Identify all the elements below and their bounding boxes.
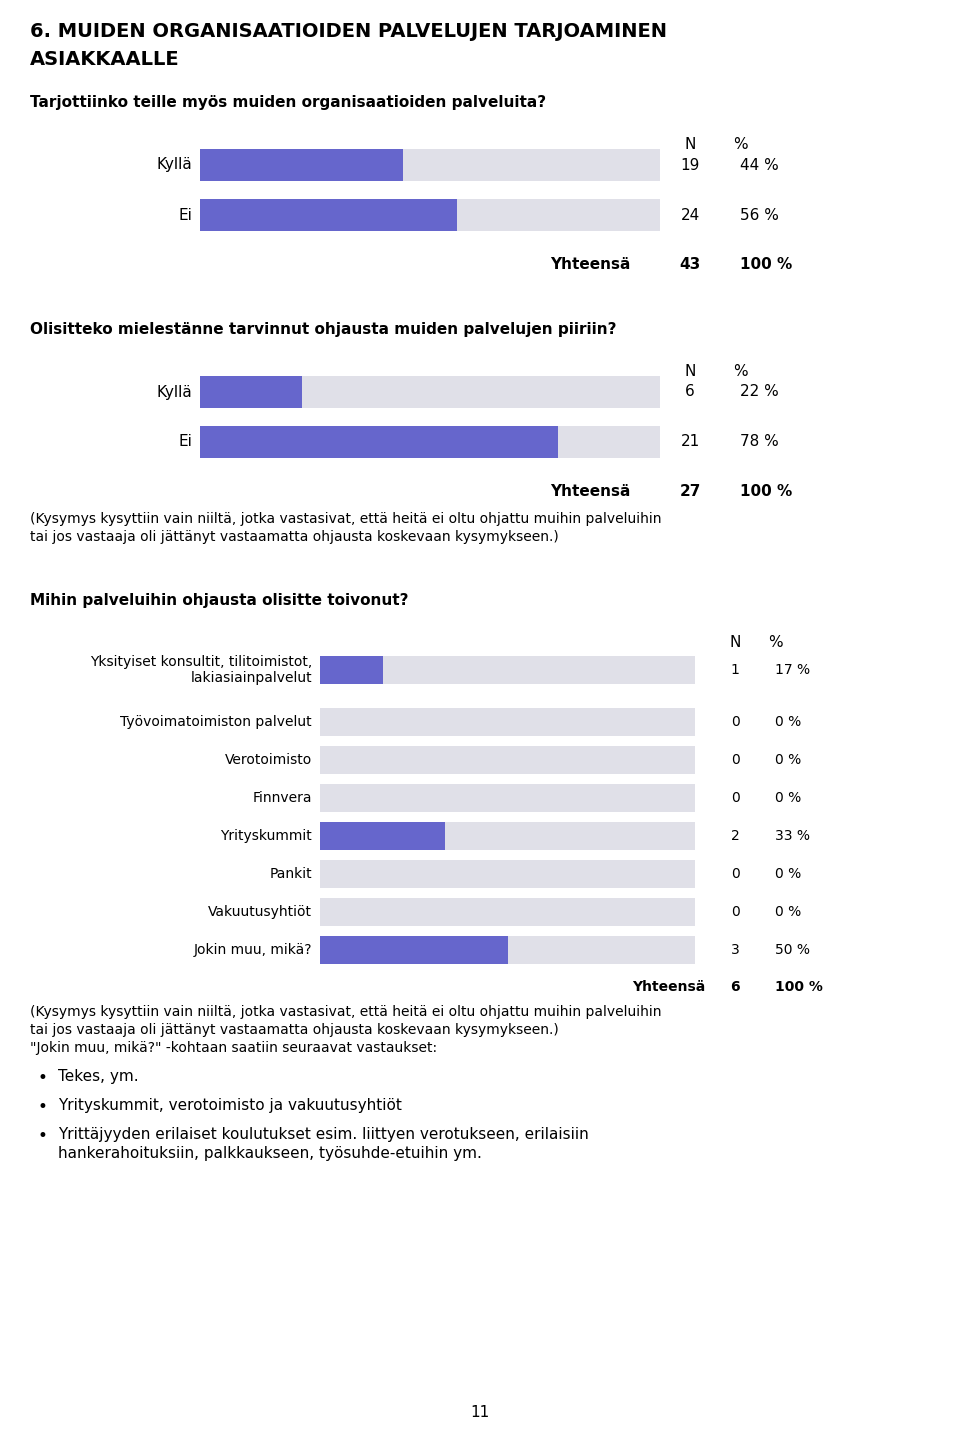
Bar — [320, 821, 445, 850]
Text: 56 %: 56 % — [740, 207, 779, 223]
Text: 6: 6 — [731, 979, 740, 994]
Text: Vakuutusyhtiöt: Vakuutusyhtiöt — [208, 905, 312, 919]
Text: Tekes, ym.: Tekes, ym. — [58, 1068, 138, 1084]
Bar — [200, 200, 660, 231]
Text: •: • — [38, 1099, 48, 1116]
Text: 1: 1 — [731, 663, 739, 676]
Text: Olisitteko mielestänne tarvinnut ohjausta muiden palvelujen piiriin?: Olisitteko mielestänne tarvinnut ohjaust… — [30, 322, 616, 337]
Text: 0 %: 0 % — [775, 752, 802, 767]
Text: 17 %: 17 % — [775, 663, 810, 676]
Text: 21: 21 — [681, 435, 700, 449]
Bar — [200, 426, 558, 458]
Text: "Jokin muu, mikä?" -kohtaan saatiin seuraavat vastaukset:: "Jokin muu, mikä?" -kohtaan saatiin seur… — [30, 1041, 437, 1055]
Text: 22 %: 22 % — [740, 385, 779, 399]
Text: ASIAKKAALLE: ASIAKKAALLE — [30, 50, 180, 69]
Text: 0 %: 0 % — [775, 867, 802, 882]
Text: Mihin palveluihin ohjausta olisitte toivonut?: Mihin palveluihin ohjausta olisitte toiv… — [30, 593, 409, 607]
Text: tai jos vastaaja oli jättänyt vastaamatta ohjausta koskevaan kysymykseen.): tai jos vastaaja oli jättänyt vastaamatt… — [30, 1022, 559, 1037]
Text: 3: 3 — [731, 943, 739, 956]
Text: %: % — [768, 635, 782, 651]
Text: N: N — [730, 635, 741, 651]
Bar — [320, 936, 508, 964]
Bar — [320, 898, 695, 926]
Text: 24: 24 — [681, 207, 700, 223]
Text: Yrityskummit, verotoimisto ja vakuutusyhtiöt: Yrityskummit, verotoimisto ja vakuutusyh… — [58, 1099, 402, 1113]
Text: Jokin muu, mikä?: Jokin muu, mikä? — [194, 943, 312, 956]
Text: Yhteensä: Yhteensä — [632, 979, 705, 994]
Bar — [320, 936, 695, 964]
Text: 50 %: 50 % — [775, 943, 810, 956]
Text: (Kysymys kysyttiin vain niiltä, jotka vastasivat, että heitä ei oltu ohjattu mui: (Kysymys kysyttiin vain niiltä, jotka va… — [30, 513, 661, 526]
Text: 0: 0 — [731, 791, 739, 806]
Text: Finnvera: Finnvera — [252, 791, 312, 806]
Text: 6: 6 — [685, 385, 695, 399]
Text: 0 %: 0 % — [775, 791, 802, 806]
Text: 33 %: 33 % — [775, 829, 810, 843]
Text: 100 %: 100 % — [740, 484, 792, 498]
Bar — [320, 656, 695, 684]
Text: Yhteensä: Yhteensä — [550, 257, 630, 271]
Text: 0: 0 — [731, 752, 739, 767]
Bar — [320, 860, 695, 887]
Text: 0 %: 0 % — [775, 905, 802, 919]
Text: Ei: Ei — [179, 207, 192, 223]
Text: Yksityiset konsultit, tilitoimistot,
lakiasiainpalvelut: Yksityiset konsultit, tilitoimistot, lak… — [89, 655, 312, 685]
Text: Työvoimatoimiston palvelut: Työvoimatoimiston palvelut — [120, 715, 312, 729]
Text: Yrittäjyyden erilaiset koulutukset esim. liittyen verotukseen, erilaisiin: Yrittäjyyden erilaiset koulutukset esim.… — [58, 1127, 588, 1142]
Bar — [320, 708, 695, 737]
Text: 0: 0 — [731, 715, 739, 729]
Text: 0 %: 0 % — [775, 715, 802, 729]
Text: 6. MUIDEN ORGANISAATIOIDEN PALVELUJEN TARJOAMINEN: 6. MUIDEN ORGANISAATIOIDEN PALVELUJEN TA… — [30, 22, 667, 42]
Text: 78 %: 78 % — [740, 435, 779, 449]
Bar — [320, 784, 695, 811]
Text: 11: 11 — [470, 1404, 490, 1420]
Text: N: N — [684, 363, 696, 379]
Text: (Kysymys kysyttiin vain niiltä, jotka vastasivat, että heitä ei oltu ohjattu mui: (Kysymys kysyttiin vain niiltä, jotka va… — [30, 1005, 661, 1020]
Text: •: • — [38, 1127, 48, 1144]
Text: %: % — [732, 363, 747, 379]
Text: 100 %: 100 % — [775, 979, 823, 994]
Bar — [200, 426, 660, 458]
Bar — [200, 149, 660, 181]
Text: 100 %: 100 % — [740, 257, 792, 271]
Bar — [200, 376, 302, 408]
Text: hankerahoituksiin, palkkaukseen, työsuhde-etuihin ym.: hankerahoituksiin, palkkaukseen, työsuhd… — [58, 1146, 482, 1160]
Bar — [320, 656, 382, 684]
Text: %: % — [732, 136, 747, 152]
Text: Kyllä: Kyllä — [156, 158, 192, 172]
Text: 0: 0 — [731, 867, 739, 882]
Text: tai jos vastaaja oli jättänyt vastaamatta ohjausta koskevaan kysymykseen.): tai jos vastaaja oli jättänyt vastaamatt… — [30, 530, 559, 544]
Text: •: • — [38, 1068, 48, 1087]
Bar — [200, 200, 457, 231]
Text: 2: 2 — [731, 829, 739, 843]
Text: 0: 0 — [731, 905, 739, 919]
Text: N: N — [684, 136, 696, 152]
Text: Yrityskummit: Yrityskummit — [220, 829, 312, 843]
Text: Pankit: Pankit — [270, 867, 312, 882]
Text: Verotoimisto: Verotoimisto — [225, 752, 312, 767]
Text: Yhteensä: Yhteensä — [550, 484, 630, 498]
Text: Kyllä: Kyllä — [156, 385, 192, 399]
Bar — [320, 745, 695, 774]
Bar — [320, 821, 695, 850]
Text: 44 %: 44 % — [740, 158, 779, 172]
Bar — [200, 149, 403, 181]
Bar — [200, 376, 660, 408]
Text: Tarjottiinko teille myös muiden organisaatioiden palveluita?: Tarjottiinko teille myös muiden organisa… — [30, 95, 546, 111]
Text: 43: 43 — [680, 257, 701, 271]
Text: 27: 27 — [680, 484, 701, 498]
Text: 19: 19 — [681, 158, 700, 172]
Text: Ei: Ei — [179, 435, 192, 449]
